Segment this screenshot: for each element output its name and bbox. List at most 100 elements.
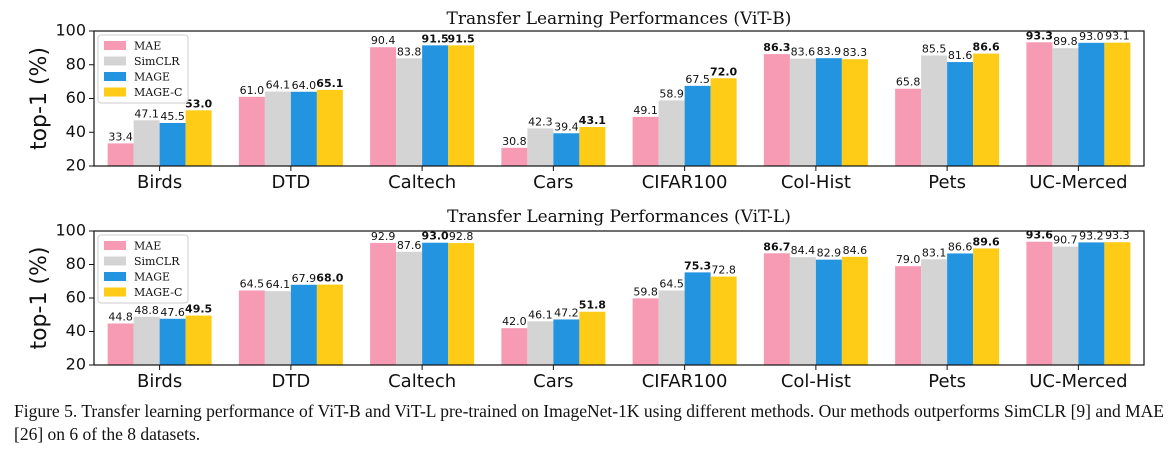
plot-frame bbox=[93, 30, 1145, 167]
data-label-simclr-cifar100: 58.9 bbox=[659, 87, 684, 100]
data-label-mage-c-col-hist: 84.6 bbox=[843, 244, 868, 257]
y-axis-label: top-1 (%) bbox=[27, 246, 52, 349]
bar-mage-birds bbox=[159, 318, 186, 365]
data-label-simclr-dtd: 64.1 bbox=[266, 79, 291, 92]
data-label-simclr-dtd: 64.1 bbox=[266, 278, 291, 291]
bar-mage-c-col-hist bbox=[841, 59, 868, 166]
data-label-mae-caltech: 92.9 bbox=[371, 230, 396, 243]
data-label-mage-uc-merced: 93.0 bbox=[1079, 30, 1104, 43]
bar-mae-col-hist bbox=[763, 54, 790, 166]
data-label-simclr-uc-merced: 90.7 bbox=[1053, 234, 1078, 247]
legend: MAE SimCLR MAGE MAGE-C bbox=[97, 234, 189, 304]
y-tick-label: 60 bbox=[66, 288, 86, 307]
data-label-mage-cifar100: 67.5 bbox=[685, 73, 710, 86]
data-label-simclr-cars: 42.3 bbox=[528, 115, 553, 128]
data-label-mage-pets: 81.6 bbox=[948, 49, 973, 62]
x-tick-label-caltech: Caltech bbox=[388, 172, 456, 193]
bar-mage-col-hist bbox=[815, 259, 842, 365]
data-label-simclr-cifar100: 64.5 bbox=[659, 277, 684, 290]
x-tick-label-col-hist: Col-Hist bbox=[781, 172, 851, 193]
data-label-mae-uc-merced: 93.3 bbox=[1026, 29, 1053, 42]
data-label-mae-dtd: 61.0 bbox=[240, 84, 265, 97]
y-tick-label: 20 bbox=[66, 156, 86, 175]
x-tick-label-cifar100: CIFAR100 bbox=[642, 371, 728, 392]
chart-title: Transfer Learning Performances (ViT-L) bbox=[447, 207, 791, 227]
bar-mage-c-dtd bbox=[316, 89, 343, 166]
x-tick-label-uc-merced: UC-Merced bbox=[1029, 172, 1127, 193]
data-label-simclr-pets: 85.5 bbox=[922, 42, 947, 55]
data-label-mage-dtd: 67.9 bbox=[292, 272, 317, 285]
legend-label-mage-c: MAGE-C bbox=[134, 286, 182, 299]
data-label-mae-cifar100: 59.8 bbox=[633, 285, 658, 298]
data-label-simclr-birds: 48.8 bbox=[134, 304, 159, 317]
data-label-mage-cars: 47.2 bbox=[554, 306, 579, 319]
data-label-mage-birds: 47.6 bbox=[160, 306, 185, 319]
data-label-simclr-birds: 47.1 bbox=[134, 107, 159, 120]
data-label-mage-pets: 86.6 bbox=[948, 240, 973, 253]
x-tick-label-cars: Cars bbox=[533, 172, 573, 193]
data-label-mae-cifar100: 49.1 bbox=[633, 104, 658, 117]
bar-simclr-cars bbox=[527, 321, 554, 365]
x-tick-label-caltech: Caltech bbox=[388, 371, 456, 392]
y-axis-label: top-1 (%) bbox=[27, 47, 52, 150]
data-label-simclr-uc-merced: 89.8 bbox=[1053, 35, 1078, 48]
legend-swatch-mae bbox=[104, 41, 126, 50]
chart-panel-1: Transfer Learning Performances (ViT-B) to… bbox=[27, 9, 1145, 193]
data-label-simclr-cars: 46.1 bbox=[528, 308, 553, 321]
x-tick-label-pets: Pets bbox=[928, 172, 966, 193]
data-label-mae-cars: 42.0 bbox=[502, 315, 527, 328]
legend-label-mage-c: MAGE-C bbox=[134, 86, 182, 99]
x-tick-label-uc-merced: UC-Merced bbox=[1029, 371, 1127, 392]
chart-title: Transfer Learning Performances (ViT-B) bbox=[447, 9, 792, 29]
data-label-mae-pets: 65.8 bbox=[896, 76, 921, 89]
bar-mage-c-col-hist bbox=[841, 256, 868, 365]
data-label-mage-c-birds: 49.5 bbox=[185, 303, 212, 316]
figure-caption: Figure 5. Transfer learning performance … bbox=[14, 401, 1164, 444]
bar-mage-uc-merced bbox=[1078, 42, 1105, 166]
bar-mae-col-hist bbox=[763, 253, 790, 365]
legend-label-mae: MAE bbox=[134, 40, 161, 53]
data-label-mage-cars: 39.4 bbox=[554, 120, 579, 133]
data-label-simclr-pets: 83.1 bbox=[922, 246, 947, 259]
data-label-mage-c-dtd: 68.0 bbox=[316, 272, 343, 285]
bar-mage-c-caltech bbox=[448, 243, 475, 365]
y-tick-label: 20 bbox=[66, 355, 86, 374]
data-label-mage-c-caltech: 92.8 bbox=[449, 230, 474, 243]
y-tick-label: 80 bbox=[66, 254, 86, 273]
legend-swatch-simclr bbox=[104, 256, 126, 266]
bar-simclr-cifar100 bbox=[658, 100, 685, 166]
bar-mage-caltech bbox=[422, 45, 449, 166]
legend-box bbox=[97, 34, 189, 104]
x-tick-label-birds: Birds bbox=[137, 371, 182, 392]
data-label-mage-c-cars: 43.1 bbox=[579, 114, 606, 127]
legend-swatch-simclr bbox=[104, 56, 126, 66]
bar-mae-cars bbox=[501, 328, 528, 365]
bar-mage-pets bbox=[947, 62, 974, 166]
x-tick-label-pets: Pets bbox=[928, 371, 966, 392]
bar-mae-cifar100 bbox=[632, 298, 659, 365]
legend-label-simclr: SimCLR bbox=[134, 255, 180, 268]
data-label-mage-c-cifar100: 72.0 bbox=[710, 65, 737, 78]
legend: MAE SimCLR MAGE MAGE-C bbox=[97, 34, 189, 104]
data-label-mage-c-uc-merced: 93.3 bbox=[1105, 229, 1130, 242]
data-label-simclr-caltech: 87.6 bbox=[397, 239, 422, 252]
data-label-mae-birds: 44.8 bbox=[108, 310, 133, 323]
bar-mage-cars bbox=[553, 133, 580, 166]
x-tick-label-birds: Birds bbox=[137, 172, 182, 193]
bar-mage-c-cars bbox=[579, 127, 606, 166]
bar-mage-c-cifar100 bbox=[710, 276, 737, 365]
x-tick-label-cifar100: CIFAR100 bbox=[642, 172, 728, 193]
data-label-mage-dtd: 64.0 bbox=[292, 79, 317, 92]
bar-simclr-caltech bbox=[396, 58, 423, 166]
bar-mage-c-dtd bbox=[316, 284, 343, 365]
bar-mae-uc-merced bbox=[1026, 42, 1053, 166]
bar-mae-caltech bbox=[370, 242, 397, 365]
bar-simclr-birds bbox=[133, 120, 160, 166]
bar-mage-cifar100 bbox=[684, 85, 711, 166]
bar-simclr-caltech bbox=[396, 251, 423, 365]
data-label-mage-col-hist: 83.9 bbox=[817, 45, 842, 58]
bar-mae-birds bbox=[107, 323, 134, 365]
bar-mage-caltech bbox=[422, 242, 449, 365]
bar-mage-c-birds bbox=[185, 315, 212, 365]
